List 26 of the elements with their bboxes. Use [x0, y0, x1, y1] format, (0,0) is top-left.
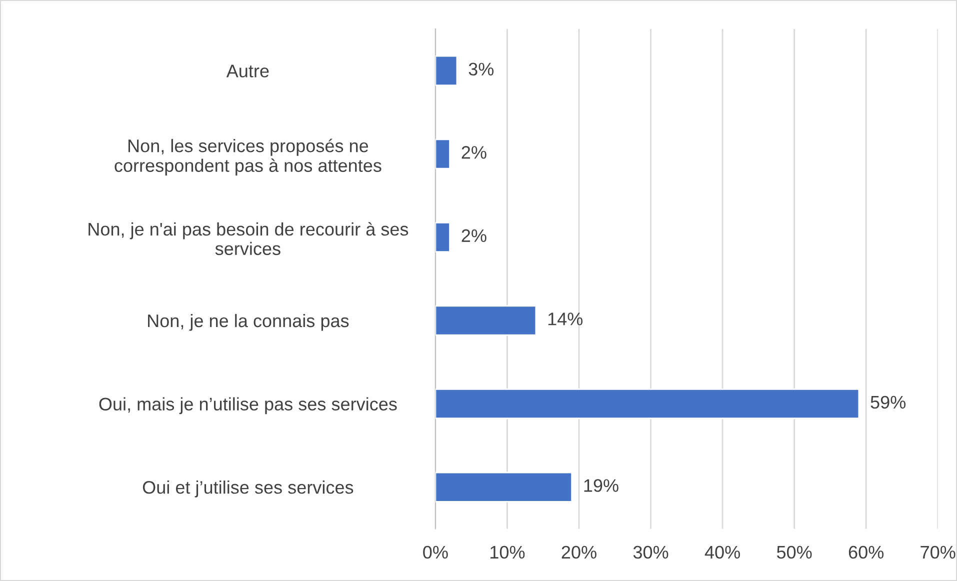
- bar: [435, 388, 860, 420]
- data-label: 2%: [462, 229, 486, 242]
- bar: [435, 138, 450, 170]
- x-tick-label: 30%: [633, 546, 668, 559]
- bar: [435, 222, 450, 253]
- data-label: 19%: [584, 479, 618, 492]
- y-tick-label: Non, je ne la connais pas: [148, 314, 349, 331]
- x-tick-label: 0%: [423, 546, 448, 559]
- y-tick-label: Oui et j’utilise ses services: [142, 480, 354, 498]
- y-tick-label: Oui, mais je n’utilise pas ses services: [99, 397, 397, 414]
- y-tick-label: Autre: [226, 64, 269, 78]
- x-tick-label: 40%: [704, 546, 740, 559]
- x-tick-label: 50%: [776, 546, 812, 559]
- data-label: 59%: [870, 396, 906, 409]
- x-tick-label: 60%: [848, 546, 884, 559]
- bar: [435, 55, 458, 86]
- bar: [435, 305, 537, 336]
- data-label: 2%: [462, 146, 486, 159]
- x-tick-label: 10%: [490, 546, 525, 559]
- y-tick-label: Non, les services proposés ne correspondent pas à nos attentes: [114, 138, 382, 176]
- bar: [435, 472, 573, 502]
- data-label: 3%: [468, 62, 494, 76]
- y-tick-label: Non, je n'ai pas besoin de recourir à ses services: [88, 222, 408, 256]
- data-label: 14%: [548, 312, 583, 326]
- x-tick-label: 20%: [562, 546, 596, 559]
- x-tick-label: 70%: [920, 546, 956, 559]
